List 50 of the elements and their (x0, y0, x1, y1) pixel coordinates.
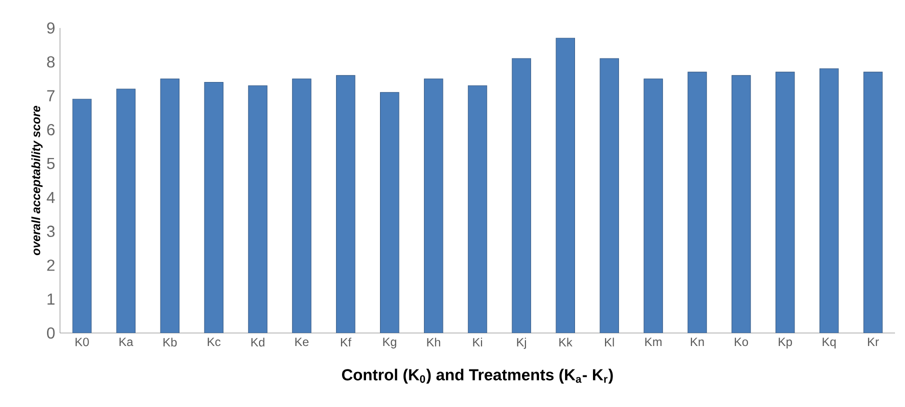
x-tick-label: Kr (868, 338, 879, 346)
bar (688, 72, 707, 333)
x-tick-label: Kj (517, 338, 526, 349)
bar (248, 85, 268, 333)
y-axis-title: overall acceptability score (31, 106, 43, 256)
x-tick-label: Kn (690, 338, 704, 346)
bar (600, 58, 619, 333)
x-tick-label: Ko (734, 338, 748, 346)
x-tick-label: Kp (778, 338, 792, 348)
y-tick-label: 4 (46, 192, 55, 203)
x-tick-label: Kq (822, 338, 836, 348)
y-tick-label: 2 (47, 260, 54, 271)
x-tick-label: Kf (340, 338, 352, 346)
bar (72, 98, 92, 333)
bar (380, 92, 400, 333)
bar (644, 78, 663, 333)
x-axis-title: Control (K$_{0}$) and Treatments (K$_{a}$- K$_{r}$) (342, 368, 613, 384)
bar (336, 75, 356, 333)
bar (863, 72, 883, 333)
x-tick-label: Ka (120, 338, 134, 346)
bar (556, 38, 576, 333)
x-tick-label: Kk (559, 338, 572, 346)
y-tick-label: 6 (47, 124, 55, 136)
x-tick-label: Kg (383, 338, 396, 348)
bar (424, 78, 444, 333)
y-tick-label: 0 (47, 327, 55, 339)
bar (819, 68, 839, 333)
x-tick-label: Kl (605, 338, 614, 346)
bar (292, 78, 312, 333)
y-tick-label: 3 (47, 226, 55, 237)
bar (732, 75, 751, 333)
x-tick-label: Kc (208, 338, 221, 346)
bar (204, 82, 224, 333)
bar (160, 78, 180, 333)
x-tick-label: Ke (295, 338, 309, 346)
x-tick-label: Kh (427, 338, 440, 346)
y-tick-label: 9 (47, 22, 55, 34)
bar (468, 85, 488, 333)
y-tick-label: 1 (48, 294, 55, 305)
bar (116, 88, 136, 333)
x-tick-label: Kb (164, 338, 177, 347)
x-tick-label: Kd (251, 338, 264, 347)
bar (512, 58, 532, 333)
x-tick-label: Ki (473, 338, 482, 346)
y-tick-label: 5 (47, 158, 55, 170)
y-tick-label: 7 (47, 90, 54, 102)
x-tick-label: K0 (76, 338, 89, 346)
x-tick-label: Km (645, 338, 662, 346)
y-tick-label: 8 (47, 56, 55, 68)
bar (776, 72, 795, 333)
